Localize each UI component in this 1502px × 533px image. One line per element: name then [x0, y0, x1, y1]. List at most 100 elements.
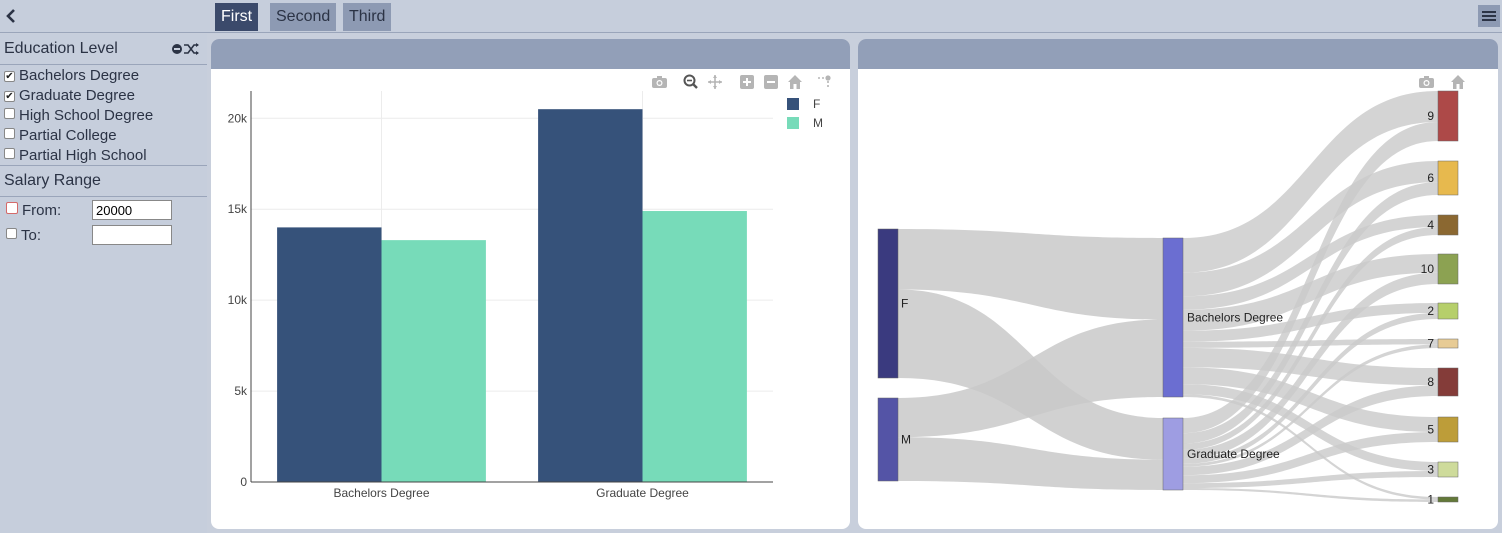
sankey-link[interactable]: [1183, 254, 1438, 331]
sankey-node[interactable]: [1437, 253, 1459, 285]
sankey-link[interactable]: [1183, 182, 1438, 444]
sankey-node[interactable]: [1437, 496, 1459, 503]
to-checkbox[interactable]: [6, 228, 17, 239]
option-graduate-degree[interactable]: ✔ Graduate Degree: [4, 87, 135, 107]
camera-icon[interactable]: [1419, 76, 1434, 88]
tab-third[interactable]: Third: [343, 3, 392, 31]
sankey-node[interactable]: [1162, 237, 1184, 398]
sankey-link[interactable]: [1183, 394, 1438, 500]
sankey-link[interactable]: [898, 229, 1163, 320]
zoom-icon[interactable]: [683, 74, 698, 89]
sankey-link[interactable]: [1183, 339, 1438, 348]
camera-icon[interactable]: [652, 76, 667, 88]
option-label: Partial College: [19, 127, 117, 144]
sankey-node[interactable]: [1437, 416, 1459, 443]
sankey-link[interactable]: [1183, 215, 1438, 310]
back-chevron-icon[interactable]: [2, 5, 20, 27]
sankey-link[interactable]: [1183, 91, 1438, 273]
legend-swatch[interactable]: [787, 98, 799, 110]
legend-swatch[interactable]: [787, 117, 799, 129]
bar-M-bachelors-degree[interactable]: [381, 240, 486, 482]
salary-to-input[interactable]: [92, 225, 172, 245]
option-bachelors-degree[interactable]: ✔ Bachelors Degree: [4, 67, 139, 87]
y-tick-label: 5k: [234, 384, 248, 398]
bar-F-bachelors-degree[interactable]: [277, 227, 382, 482]
option-partial-college[interactable]: Partial College: [4, 127, 117, 147]
sankey-node[interactable]: [877, 228, 899, 379]
pan-icon[interactable]: [708, 75, 722, 89]
legend-label[interactable]: M: [813, 116, 823, 130]
sankey-node[interactable]: [1437, 214, 1459, 236]
education-level-header: Education Level: [4, 40, 118, 57]
sankey-link[interactable]: [1183, 347, 1438, 386]
sankey-node-label: 6: [1427, 171, 1434, 185]
sankey-link[interactable]: [898, 319, 1163, 438]
sankey-node[interactable]: [1437, 338, 1459, 349]
sankey-node[interactable]: [1437, 90, 1459, 142]
sankey-node[interactable]: [877, 397, 899, 482]
y-tick-label: 20k: [228, 111, 248, 125]
sankey-link[interactable]: [1183, 161, 1438, 297]
sankey-link[interactable]: [1183, 312, 1438, 464]
bar-M-graduate-degree[interactable]: [642, 211, 747, 483]
sankey-link[interactable]: [1183, 367, 1438, 432]
sankey-node-label: Graduate Degree: [1187, 447, 1280, 461]
option-high-school-degree[interactable]: High School Degree: [4, 107, 153, 127]
sankey-node-label: 9: [1427, 109, 1434, 123]
panel-header: [858, 39, 1498, 69]
sankey-node-label: 2: [1427, 304, 1434, 318]
spike-lines-icon[interactable]: [818, 75, 831, 89]
shuffle-icon[interactable]: [184, 43, 199, 55]
checkbox-checked[interactable]: ✔: [4, 71, 15, 82]
sankey-node-label: F: [901, 297, 908, 311]
divider: [0, 165, 207, 166]
y-tick-label: 0: [240, 475, 247, 489]
sankey-link[interactable]: [1183, 303, 1438, 342]
sankey-link[interactable]: [1183, 488, 1438, 502]
checkbox[interactable]: [4, 128, 15, 139]
bar-chart: 0 5k 10k 15k 20k Bachelors Degree Graduate Deg…: [228, 91, 823, 500]
home-icon[interactable]: [1451, 75, 1465, 89]
from-checkbox[interactable]: [6, 202, 18, 214]
tab-first[interactable]: First: [215, 3, 259, 31]
header-controls: [171, 42, 201, 56]
sankey-chart: F M Bachelors Degree Graduate Degree 9 6 4 10 2 7…: [877, 90, 1459, 507]
sankey-link[interactable]: [1183, 227, 1438, 450]
y-tick-label: 15k: [228, 202, 248, 216]
y-tick-label: 10k: [228, 293, 248, 307]
zoom-in-icon[interactable]: [740, 75, 754, 89]
checkbox[interactable]: [4, 108, 15, 119]
sankey-node[interactable]: [1437, 367, 1459, 397]
sankey-node-label: M: [901, 433, 911, 447]
option-partial-high-school[interactable]: Partial High School: [4, 147, 147, 167]
checkbox-checked[interactable]: ✔: [4, 91, 15, 102]
sankey-node-label: 3: [1427, 463, 1434, 477]
sankey-node[interactable]: [1162, 417, 1184, 491]
legend-label[interactable]: F: [813, 97, 820, 111]
option-label: Graduate Degree: [19, 87, 135, 104]
sankey-link[interactable]: [898, 437, 1163, 490]
tab-second[interactable]: Second: [270, 3, 337, 31]
sankey-link[interactable]: [1183, 122, 1438, 434]
option-label: Partial High School: [19, 147, 147, 164]
sankey-node[interactable]: [1437, 302, 1459, 320]
hamburger-menu-icon[interactable]: [1478, 5, 1500, 27]
panel-header: [211, 39, 850, 69]
checkbox[interactable]: [4, 148, 15, 159]
option-label: Bachelors Degree: [19, 67, 140, 84]
minus-circle-icon[interactable]: [172, 44, 182, 54]
sankey-node[interactable]: [1437, 461, 1459, 478]
sankey-node[interactable]: [1437, 160, 1459, 196]
from-label: From:: [22, 202, 62, 219]
sankey-link[interactable]: [1183, 471, 1438, 489]
sankey-link[interactable]: [1183, 384, 1438, 471]
home-icon[interactable]: [788, 75, 802, 89]
top-bar: First Second Third: [0, 0, 1502, 33]
sankey-node-label: 5: [1427, 423, 1434, 437]
option-label: High School Degree: [19, 107, 154, 124]
salary-from-input[interactable]: [92, 200, 172, 220]
sankey-node-label: 8: [1427, 375, 1434, 389]
sankey-link[interactable]: [1183, 432, 1438, 484]
bar-F-graduate-degree[interactable]: [538, 109, 643, 483]
zoom-out-icon[interactable]: [764, 75, 778, 89]
